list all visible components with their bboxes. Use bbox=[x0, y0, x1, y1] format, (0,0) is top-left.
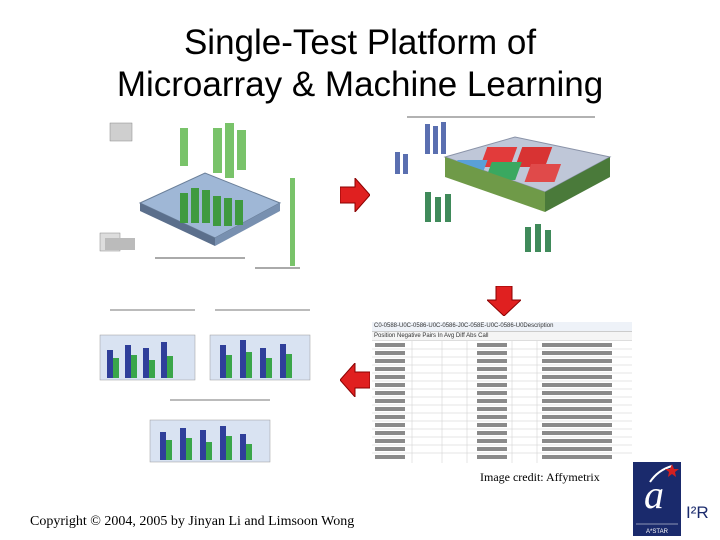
logo-text: I²R bbox=[686, 503, 709, 522]
microarray-chip-image bbox=[99, 122, 300, 269]
data-table-image: C0-0588-U0C-0586-U0C-0586-J0C-058E-U0C-0… bbox=[372, 322, 632, 463]
table-header: C0-0588-U0C-0586-U0C-0586-J0C-058E-U0C-0… bbox=[372, 322, 632, 332]
title-line-2: Microarray & Machine Learning bbox=[116, 65, 604, 104]
table-rows bbox=[372, 341, 632, 463]
bar-charts-image bbox=[99, 309, 311, 463]
arrow-down-icon bbox=[487, 286, 521, 316]
table-columns: Position Negative Pairs In Avg Diff Abs … bbox=[372, 332, 632, 341]
image-credit: Image credit: Affymetrix bbox=[480, 470, 600, 484]
expression-heatmap-image bbox=[395, 116, 612, 252]
i2r-astar-logo-icon: a A*STAR I²R bbox=[633, 462, 709, 536]
title-line-1: Single-Test Platform of bbox=[183, 23, 537, 62]
arrow-left-icon bbox=[340, 363, 370, 397]
slide-title: Single-Test Platform of Microarray & Mac… bbox=[0, 22, 720, 106]
arrow-right-icon bbox=[340, 178, 370, 212]
logo-subtext: A*STAR bbox=[646, 529, 669, 535]
copyright-notice: Copyright © 2004, 2005 by Jinyan Li and … bbox=[30, 514, 355, 529]
svg-text:a: a bbox=[644, 472, 664, 517]
